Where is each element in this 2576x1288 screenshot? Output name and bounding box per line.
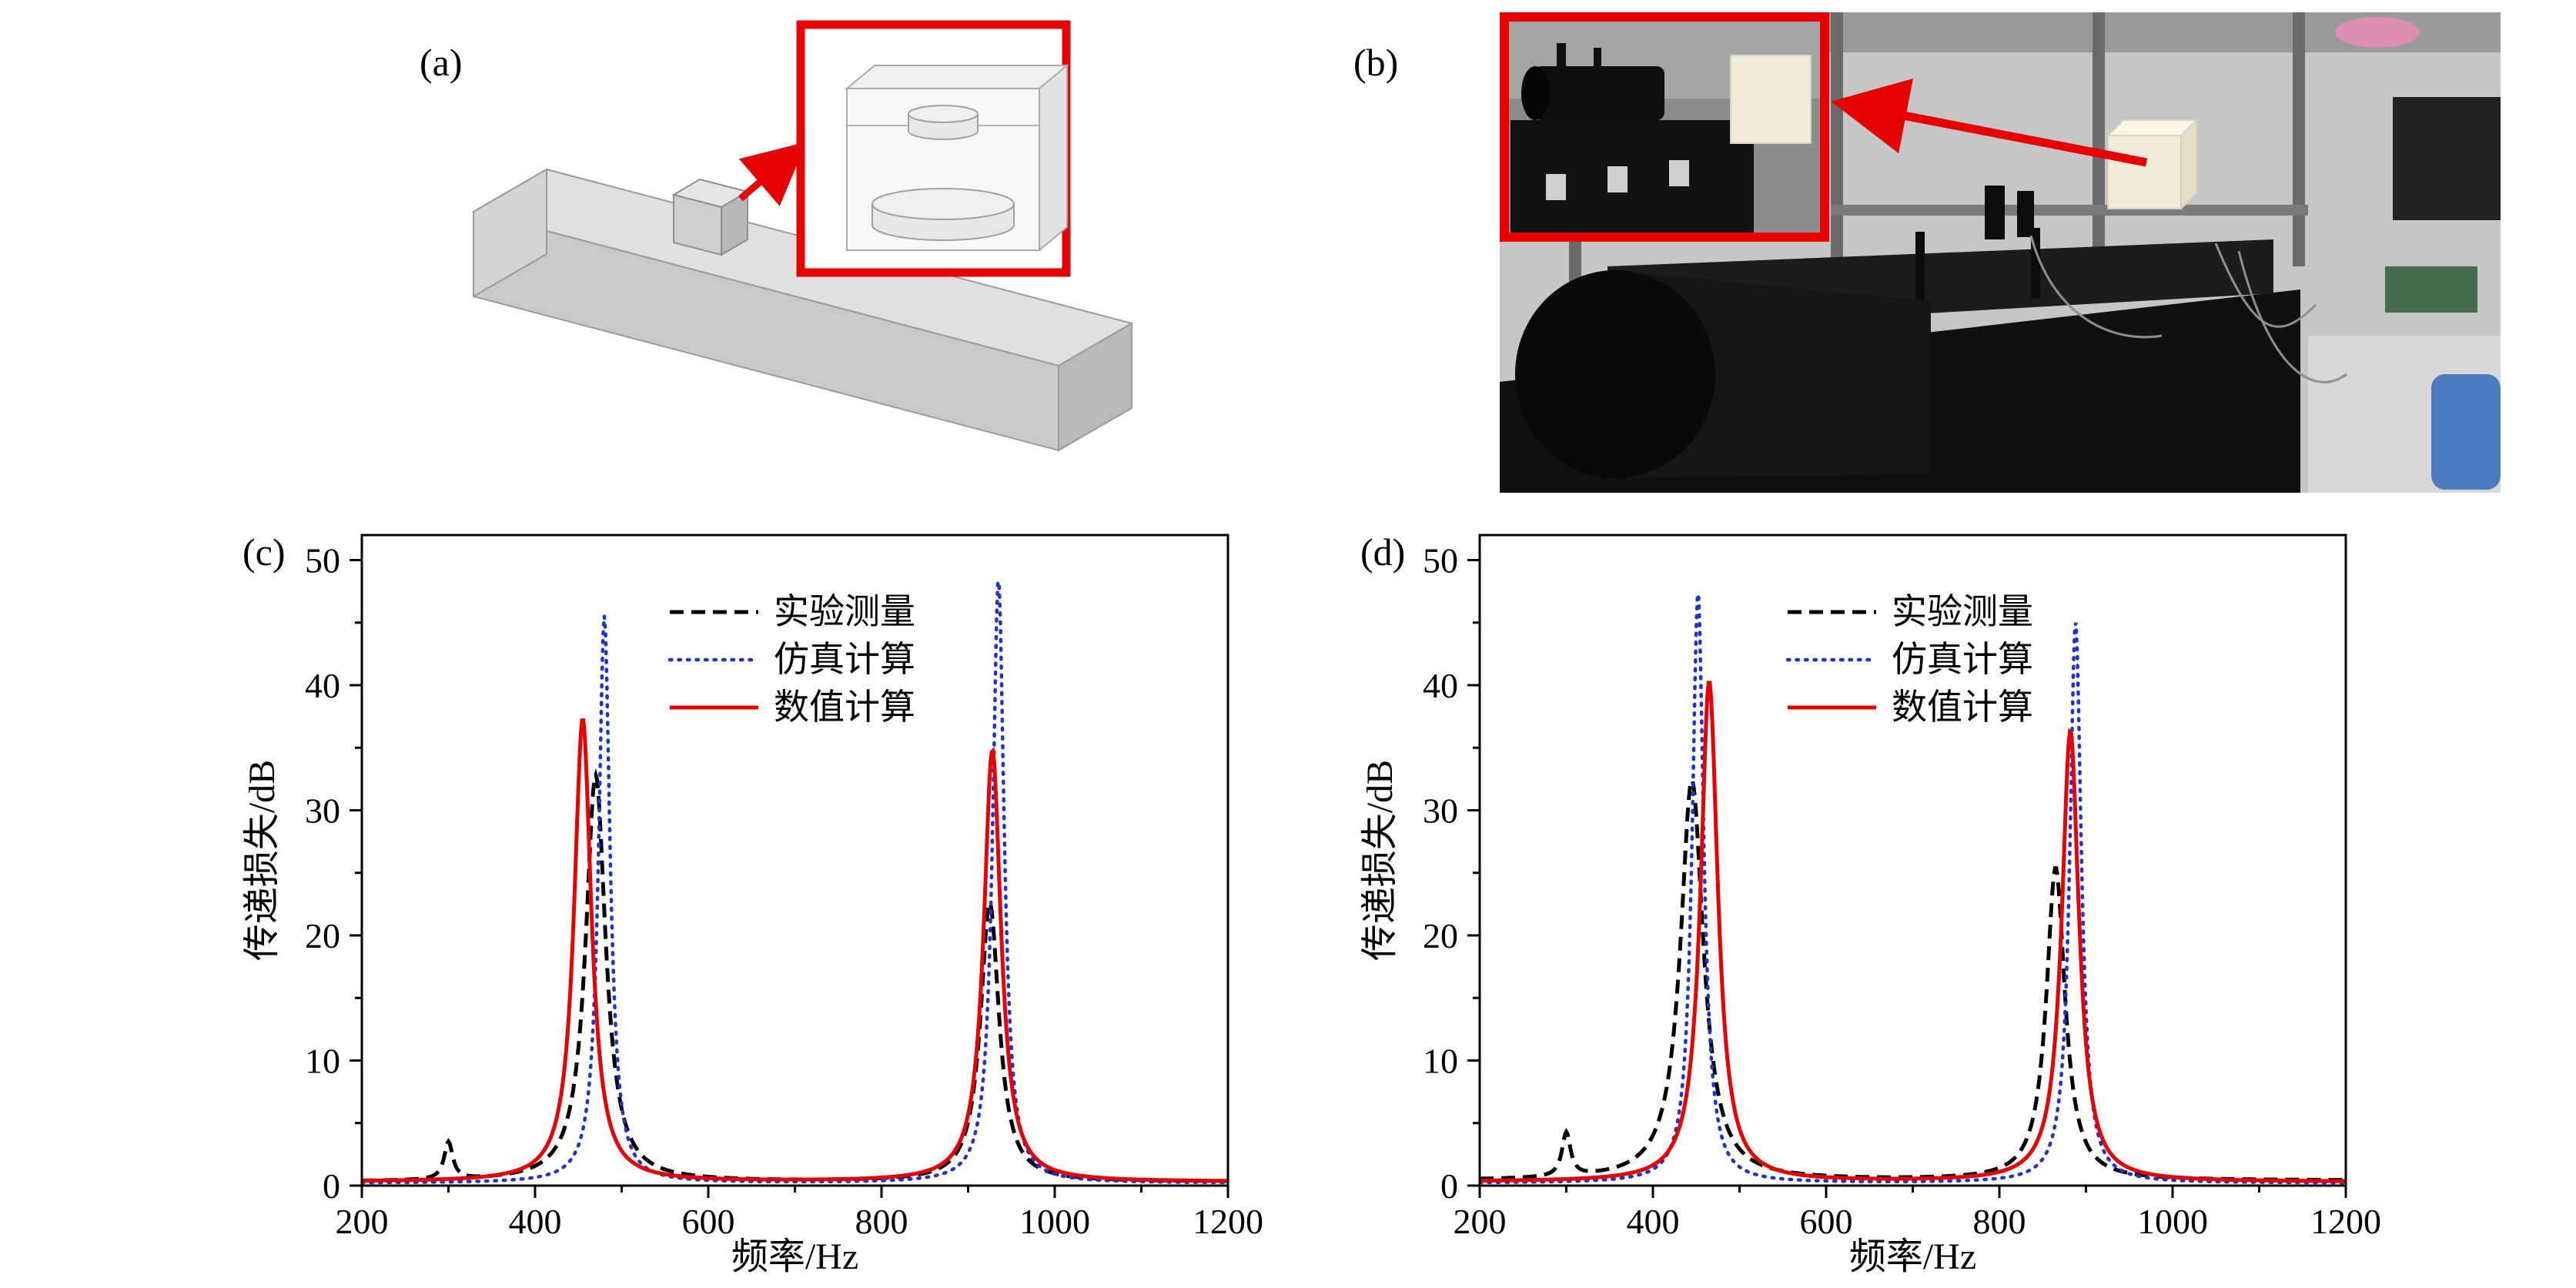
inset-knob-2 xyxy=(1594,48,1601,68)
neck-cylinder-top xyxy=(908,105,979,123)
inset-black-cylinder xyxy=(1534,66,1664,120)
svg-text:1200: 1200 xyxy=(1193,1202,1263,1241)
duct-right-end-face xyxy=(1058,322,1132,452)
legend-label-1: 仿真计算 xyxy=(774,640,915,679)
chart-panel-c: 200 400 600 800 1000 1200 0 10 20 30 40 50 频率/Hz 传递损失… xyxy=(231,508,1309,1286)
resonator-inset-drawing xyxy=(845,63,1069,253)
panel-c-label: (c) xyxy=(243,530,286,574)
legend-label-1: 仿真计算 xyxy=(1892,640,2033,679)
svg-text:40: 40 xyxy=(1423,666,1458,705)
tube-flange-1 xyxy=(1915,232,1925,305)
cavity-top-face xyxy=(845,65,1069,89)
svg-text:600: 600 xyxy=(1800,1202,1853,1241)
sensor-cylinder-1 xyxy=(1985,186,2005,239)
neck-cylinder xyxy=(908,105,979,140)
plot-frame xyxy=(1478,534,2347,1187)
resonator-cube xyxy=(671,178,750,256)
x-axis-label: 频率/Hz xyxy=(731,1236,858,1277)
photo-zoom-arrow xyxy=(1831,79,2148,167)
axis-ticks xyxy=(1467,559,2347,1198)
bottom-disk-top xyxy=(871,188,1015,220)
pink-object xyxy=(2335,17,2420,48)
panel-a-label: (a) xyxy=(420,41,463,84)
series-curve-2 xyxy=(362,718,1228,1183)
svg-text:0: 0 xyxy=(1440,1166,1458,1206)
svg-text:0: 0 xyxy=(323,1166,340,1206)
series-curve-0 xyxy=(1480,778,2346,1183)
series-curve-2 xyxy=(1480,681,2346,1183)
panel-b-label: (b) xyxy=(1353,41,1399,84)
axis-ticks xyxy=(350,559,1229,1198)
speaker-tube-endcap xyxy=(1515,270,1715,478)
white-foam-cube xyxy=(2106,118,2199,211)
tick-labels: 200 400 600 800 1000 1200 0 10 20 30 40 50 xyxy=(1423,541,2381,1242)
inset-white-cube xyxy=(1730,55,1812,144)
svg-text:50: 50 xyxy=(1423,541,1458,580)
svg-text:400: 400 xyxy=(509,1202,562,1241)
plot-frame xyxy=(360,534,1229,1187)
circuit-board xyxy=(2385,266,2477,313)
series-curve-1 xyxy=(362,580,1228,1185)
y-axis-label: 传递损失/dB xyxy=(242,760,283,961)
svg-text:800: 800 xyxy=(855,1202,908,1241)
legend-label-0: 实验测量 xyxy=(1892,592,2033,631)
panel-b-photo xyxy=(1500,12,2501,493)
svg-text:20: 20 xyxy=(305,916,340,955)
duct-left-end-face xyxy=(473,168,547,298)
legend-label-2: 数值计算 xyxy=(1892,687,2033,727)
case-latch-1 xyxy=(1546,174,1566,200)
svg-text:200: 200 xyxy=(1454,1202,1507,1241)
y-axis-label: 传递损失/dB xyxy=(1360,760,1400,961)
legend-label-0: 实验测量 xyxy=(774,592,915,631)
svg-text:10: 10 xyxy=(1423,1042,1458,1081)
svg-text:50: 50 xyxy=(305,541,340,580)
svg-text:1000: 1000 xyxy=(2137,1202,2208,1241)
svg-text:30: 30 xyxy=(1423,791,1458,831)
inset-cylinder-cap xyxy=(1521,66,1549,120)
blue-chair xyxy=(2431,374,2501,490)
svg-text:30: 30 xyxy=(305,791,340,831)
wires xyxy=(2029,235,2347,383)
svg-text:200: 200 xyxy=(336,1202,389,1241)
chart-panel-d: 200 400 600 800 1000 1200 0 10 20 30 40 50 频率/Hz 传递损失… xyxy=(1349,508,2427,1286)
x-axis-label: 频率/Hz xyxy=(1849,1236,1976,1277)
legend-label-2: 数值计算 xyxy=(774,687,915,727)
series-curve-0 xyxy=(362,768,1228,1183)
svg-text:40: 40 xyxy=(305,666,340,705)
sensor-cylinder-2 xyxy=(2017,191,2034,237)
bottom-disk xyxy=(871,188,1015,241)
inset-knob-1 xyxy=(1557,43,1566,68)
svg-text:600: 600 xyxy=(682,1202,735,1241)
panel-d-label: (d) xyxy=(1360,530,1406,574)
chart-svg: 200 400 600 800 1000 1200 0 10 20 30 40 50 频率/Hz 传递损失… xyxy=(242,534,1263,1277)
svg-text:10: 10 xyxy=(305,1042,340,1081)
svg-text:1000: 1000 xyxy=(1019,1202,1090,1241)
photo-inset xyxy=(1500,12,1829,242)
zoom-arrow xyxy=(738,142,807,206)
case-latch-2 xyxy=(1607,166,1628,192)
series-curve-1 xyxy=(1480,594,2346,1185)
panel-a-diagram xyxy=(471,20,1134,452)
svg-text:800: 800 xyxy=(1973,1202,2026,1241)
chart-svg: 200 400 600 800 1000 1200 0 10 20 30 40 50 频率/Hz 传递损失… xyxy=(1360,534,2381,1277)
case-latch-3 xyxy=(1669,160,1689,186)
cavity-right-face xyxy=(1039,63,1068,253)
svg-text:1200: 1200 xyxy=(2310,1202,2381,1241)
svg-text:20: 20 xyxy=(1423,916,1458,955)
monitor xyxy=(2393,97,2501,220)
svg-text:400: 400 xyxy=(1627,1202,1680,1241)
tick-labels: 200 400 600 800 1000 1200 0 10 20 30 40 50 xyxy=(305,541,1263,1242)
